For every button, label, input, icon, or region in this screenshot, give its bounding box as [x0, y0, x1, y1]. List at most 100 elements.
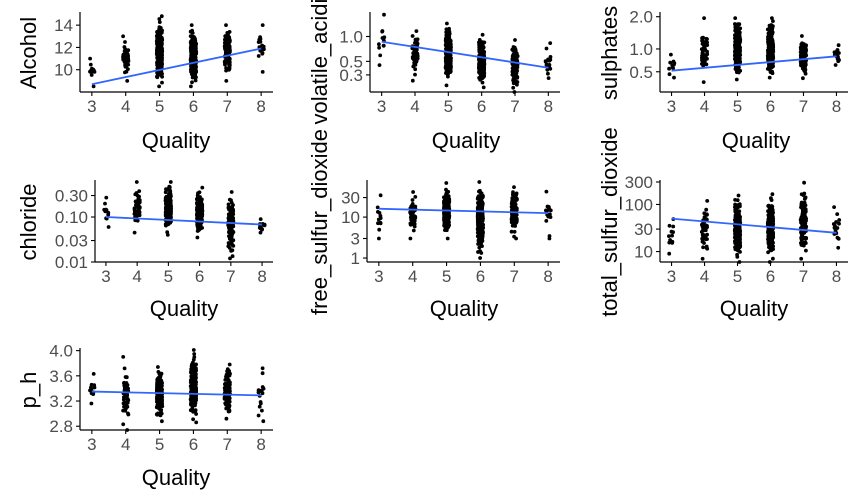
data-point [408, 222, 413, 227]
data-point [701, 59, 706, 63]
data-point [769, 198, 774, 203]
x-tick-label: 8 [544, 97, 553, 116]
data-point [125, 50, 129, 54]
y-tick-label: 14 [54, 16, 73, 35]
data-point [445, 21, 449, 26]
data-point [154, 412, 159, 417]
data-point [770, 30, 775, 35]
data-point [480, 40, 485, 45]
data-point [768, 215, 772, 220]
x-tick-label: 4 [121, 97, 130, 116]
data-point [195, 235, 200, 240]
data-point [799, 256, 804, 261]
data-point [702, 55, 707, 60]
data-point [548, 208, 553, 213]
data-point [224, 23, 228, 27]
x-tick-label: 5 [444, 97, 453, 116]
data-point [670, 65, 675, 70]
data-point [768, 55, 773, 60]
data-point [769, 236, 773, 241]
data-point [444, 65, 448, 69]
data-point [230, 239, 235, 244]
data-point [447, 197, 451, 201]
x-tick-label: 6 [189, 97, 198, 116]
data-point [122, 401, 126, 406]
data-point [700, 256, 705, 261]
data-point [125, 386, 130, 391]
x-tick-label: 3 [87, 435, 96, 454]
data-point [158, 40, 163, 44]
data-point [701, 245, 705, 250]
data-point [667, 72, 672, 77]
data-point [545, 204, 550, 209]
data-point [544, 63, 549, 67]
data-point [670, 233, 674, 238]
data-point [165, 202, 170, 207]
data-point [704, 36, 709, 41]
data-point [837, 221, 841, 226]
data-point [195, 197, 200, 202]
data-point [226, 244, 231, 249]
data-point [122, 381, 126, 386]
data-point [227, 408, 232, 413]
data-point [91, 392, 96, 396]
data-point [157, 47, 162, 51]
data-point [157, 17, 162, 21]
data-point [445, 236, 450, 241]
data-point [771, 19, 775, 23]
data-point [802, 220, 807, 225]
data-point [799, 45, 804, 50]
y-tick-label: 0.5 [629, 63, 653, 82]
x-tick-label: 3 [374, 267, 383, 286]
data-point [413, 41, 417, 45]
data-point [158, 50, 163, 55]
y-tick-label: 0.10 [55, 208, 88, 227]
data-point [544, 189, 549, 194]
data-point [835, 48, 840, 52]
data-point [733, 28, 738, 33]
data-point [512, 222, 517, 227]
trend-line [91, 47, 262, 86]
data-point [192, 355, 197, 359]
data-point [511, 81, 516, 86]
y-tick-label: 2.8 [49, 417, 73, 436]
data-point [514, 74, 519, 79]
data-point [447, 26, 451, 31]
data-point [190, 72, 195, 76]
data-point [770, 192, 775, 197]
data-point [514, 63, 519, 68]
data-point [415, 37, 420, 42]
data-point [734, 227, 738, 232]
data-point [261, 386, 266, 391]
data-point [132, 230, 137, 235]
data-point [799, 205, 803, 210]
x-axis-title: Quality [720, 296, 788, 321]
data-point [193, 47, 198, 51]
data-point [158, 397, 163, 401]
data-point [733, 16, 738, 20]
data-point [705, 246, 710, 251]
data-point [770, 243, 775, 248]
data-point [135, 218, 140, 223]
data-point [766, 34, 770, 39]
data-point [200, 185, 205, 190]
x-tick-label: 7 [799, 97, 808, 116]
panel-6: 3 4 5 6 7 81030100300Qualitytotal_sulfur_diox… [597, 127, 848, 321]
data-point [260, 366, 265, 371]
data-point [154, 34, 159, 38]
data-point [125, 392, 129, 397]
data-point [704, 212, 709, 217]
data-point [191, 348, 196, 352]
y-axis-title: sulphates [597, 6, 622, 100]
data-point [260, 371, 265, 376]
data-point [124, 69, 129, 74]
data-point [548, 57, 553, 62]
data-point [477, 189, 481, 194]
data-point [734, 77, 739, 82]
y-axis-title: volatile_acidity [307, 0, 332, 125]
data-point [224, 79, 229, 83]
x-tick-label: 5 [155, 97, 164, 116]
x-tick-label: 7 [799, 267, 808, 286]
y-tick-label: 0.01 [55, 253, 88, 272]
data-point [480, 32, 485, 37]
